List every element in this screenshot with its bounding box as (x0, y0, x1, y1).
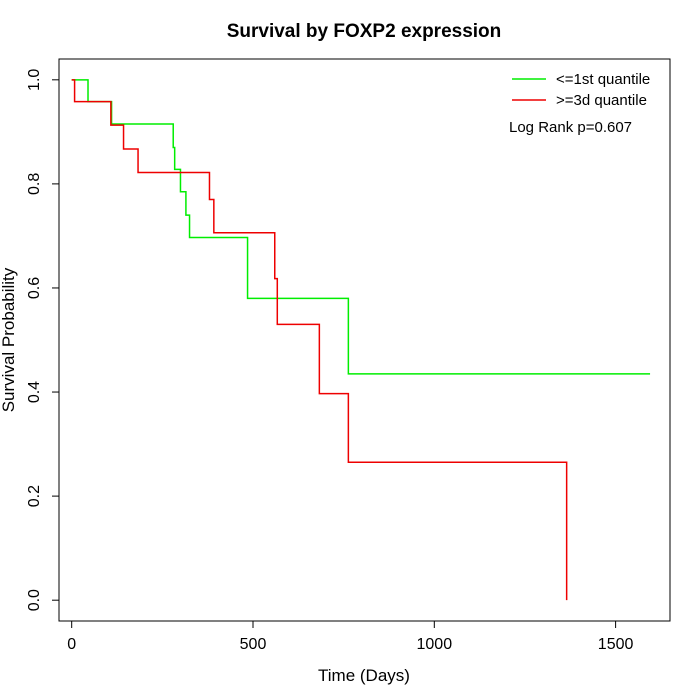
legend: <=1st quantile >=3d quantile (512, 71, 650, 109)
y-axis: 0.0 0.2 0.4 0.6 0.8 1.0 (26, 69, 60, 611)
x-tick-label: 500 (240, 636, 267, 653)
y-tick-label: 1.0 (26, 69, 43, 91)
x-tick-label: 0 (67, 636, 76, 653)
y-tick-label: 0.6 (26, 277, 43, 299)
x-axis-label: Time (Days) (318, 666, 410, 685)
y-tick-label: 0.2 (26, 485, 43, 507)
chart-title: Survival by FOXP2 expression (227, 21, 502, 42)
series-layer (71, 79, 651, 601)
legend-label-low: <=1st quantile (556, 71, 650, 88)
y-tick-label: 0.0 (26, 589, 43, 611)
y-tick-label: 0.8 (26, 173, 43, 195)
series-line-high (71, 79, 568, 601)
y-tick-label: 0.4 (26, 381, 43, 403)
legend-label-high: >=3d quantile (556, 92, 647, 109)
log-rank-annotation: Log Rank p=0.607 (509, 119, 632, 136)
x-tick-label: 1000 (417, 636, 453, 653)
x-axis: 0 500 1000 1500 (67, 620, 634, 653)
plot-frame (58, 58, 671, 622)
y-axis-label: Survival Probability (0, 267, 18, 412)
x-tick-label: 1500 (598, 636, 634, 653)
